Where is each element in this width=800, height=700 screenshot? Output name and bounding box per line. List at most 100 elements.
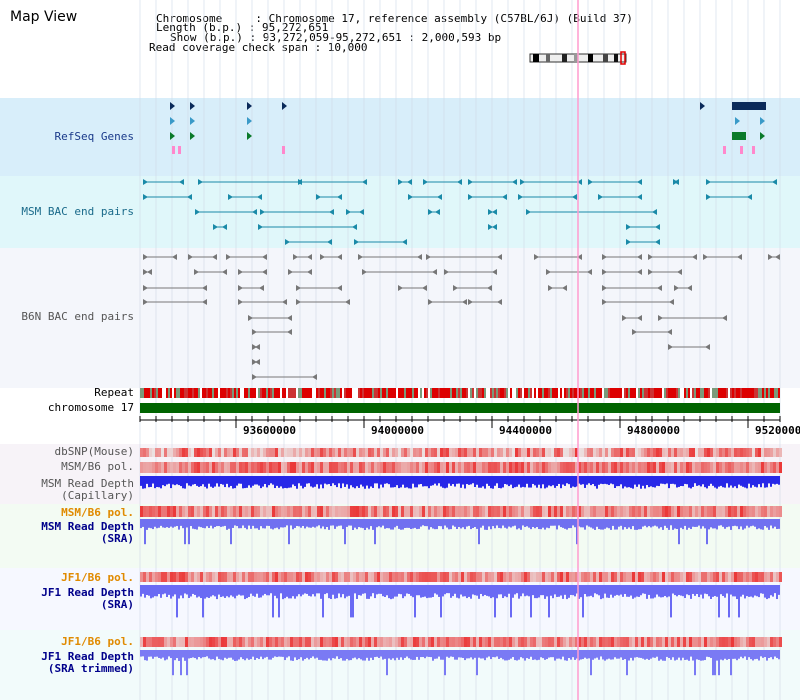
depth-bar [452,650,454,657]
polymorphism-cell [755,637,758,647]
depth-bar [202,585,204,618]
polymorphism-cell [716,506,719,517]
depth-bar [440,650,442,660]
depth-bar [310,476,312,487]
depth-bar [560,585,562,596]
depth-bar [268,476,270,486]
depth-bar [604,650,606,661]
repeat-segment [160,388,162,398]
depth-bar [394,476,396,488]
polymorphism-cell [200,448,203,457]
repeat-segment [252,388,254,398]
polymorphism-cell [371,462,374,473]
polymorphism-cell [734,637,737,647]
depth-bar [762,476,764,484]
depth-bar [172,476,174,485]
polymorphism-cell [698,637,701,647]
depth-bar [414,650,416,660]
depth-bar [378,650,380,658]
depth-bar [634,519,636,530]
polymorphism-cell [197,448,200,457]
depth-bar [536,519,538,528]
gene-glyph [700,102,705,110]
polymorphism-cell [323,448,326,457]
polymorphism-cell [677,506,680,517]
depth-bar [678,476,680,487]
depth-bar [628,476,630,488]
polymorphism-cell [164,637,167,647]
track-label-refseq[interactable]: RefSeq Genes [54,130,134,143]
polymorphism-cell [755,462,758,473]
depth-bar [556,519,558,530]
polymorphism-cell [539,506,542,517]
depth-bar [390,650,392,660]
polymorphism-cell [194,637,197,647]
depth-bar [264,585,266,594]
polymorphism-cell [773,448,776,457]
polymorphism-cell [248,448,251,457]
polymorphism-cell [377,506,380,517]
depth-bar [742,585,744,595]
polymorphism-cell [581,637,584,647]
depth-bar [604,519,606,529]
polymorphism-cell [773,462,776,473]
depth-bar [400,519,402,530]
polymorphism-cell [725,637,728,647]
polymorphism-cell [746,572,749,582]
depth-bar [638,650,640,658]
polymorphism-cell [140,448,143,457]
polymorphism-cell [521,462,524,473]
polymorphism-cell [533,462,536,473]
track-label-b6n-bac[interactable]: B6N BAC end pairs [21,310,134,323]
repeat-segment [460,388,462,398]
polymorphism-cell [539,448,542,457]
depth-bar [692,585,694,594]
repeat-segment [336,388,338,398]
b6n-bac-pair-end [222,269,227,275]
polymorphism-cell [614,462,617,473]
polymorphism-cell [263,448,266,457]
repeat-segment [512,388,514,398]
depth-bar [340,476,342,489]
depth-bar [712,519,714,529]
repeat-segment [558,388,560,398]
polymorphism-cell [701,448,704,457]
depth-bar [722,650,724,661]
repeat-segment [180,388,182,398]
polymorphism-cell [512,572,515,582]
polymorphism-cell [494,448,497,457]
polymorphism-cell [617,572,620,582]
depth-bar [478,650,480,658]
track-label-msm-bac[interactable]: MSM BAC end pairs [21,205,134,218]
polymorphism-cell [590,572,593,582]
depth-bar [586,476,588,485]
polymorphism-cell [464,448,467,457]
depth-bar [744,519,746,529]
depth-bar [506,476,508,485]
depth-bar [648,476,650,488]
depth-bar [280,585,282,594]
depth-bar [748,519,750,528]
depth-bar [734,476,736,487]
polymorphism-cell [518,572,521,582]
polymorphism-cell [266,506,269,517]
polymorphism-cell [332,637,335,647]
depth-bar [228,519,230,529]
depth-bar [600,585,602,600]
depth-bar [326,585,328,594]
depth-bar [412,476,414,484]
depth-bar [288,585,290,599]
depth-bar [772,650,774,660]
depth-bar [374,476,376,484]
repeat-segment [202,388,204,398]
polymorphism-cell [179,637,182,647]
depth-bar [236,519,238,527]
depth-bar [616,476,618,487]
repeat-segment [696,388,698,398]
polymorphism-cell [470,506,473,517]
depth-bar [196,519,198,530]
depth-bar [146,650,148,661]
depth-bar [528,476,530,488]
b6n-bac-pair-end [417,254,422,260]
